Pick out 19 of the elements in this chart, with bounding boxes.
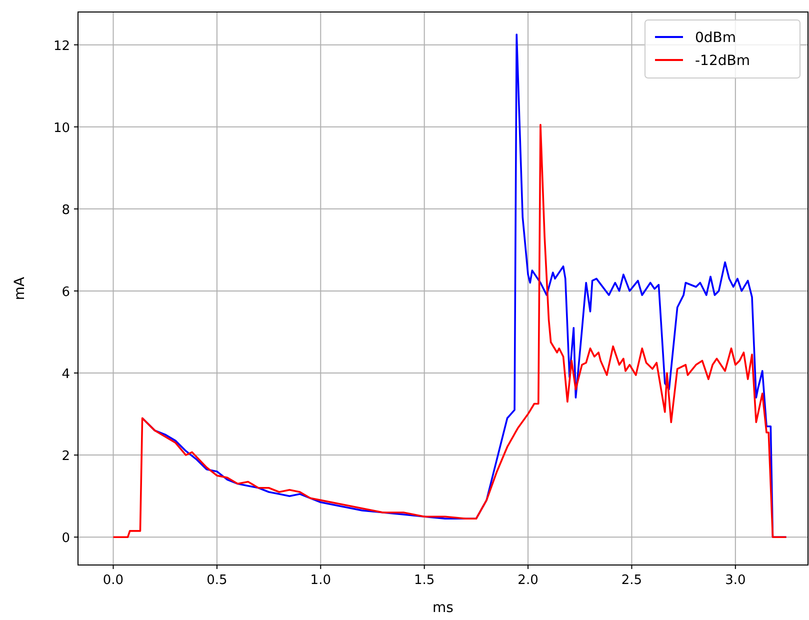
y-tick-label: 0 <box>62 531 70 546</box>
legend-label: 0dBm <box>695 30 736 46</box>
x-axis-title: ms <box>432 600 454 616</box>
x-tick-label: 3.0 <box>725 573 746 588</box>
y-tick-label: 2 <box>62 449 70 464</box>
y-tick-label: 8 <box>62 202 70 218</box>
x-tick-label: 1.5 <box>414 573 435 588</box>
x-tick-label: 0.5 <box>206 573 228 588</box>
y-tick-label: 12 <box>53 38 70 54</box>
x-tick-label: 2.0 <box>518 573 538 588</box>
x-tick-label: 0.0 <box>102 573 124 588</box>
x-tick-label: 2.5 <box>621 573 642 588</box>
y-tick-label: 6 <box>62 284 70 300</box>
line-series <box>112 124 788 538</box>
x-tick-label: 1.0 <box>310 573 331 588</box>
legend-label: -12dBm <box>695 53 750 69</box>
y-tick-label: 4 <box>62 367 70 382</box>
y-tick-label: 10 <box>53 120 70 136</box>
y-axis-title: mA <box>12 276 28 300</box>
